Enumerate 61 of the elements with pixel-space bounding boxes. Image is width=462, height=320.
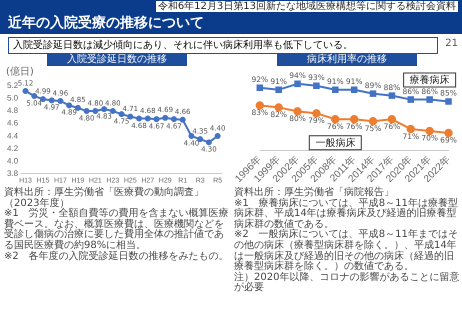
y-tick-label: 5.0 — [6, 94, 19, 103]
point — [180, 116, 186, 123]
y-tick-label: 4.6 — [6, 118, 19, 128]
point — [101, 106, 108, 112]
point — [48, 97, 55, 104]
point — [426, 96, 433, 103]
point — [350, 115, 358, 124]
text: 近年の入院受療の推移について — [8, 14, 204, 32]
point — [388, 115, 396, 124]
point — [110, 108, 116, 114]
chart-title: 病床利用率の推移 — [277, 54, 417, 66]
text: 注）2020年以降、コロナの影響があることに留意が必要 — [234, 272, 460, 294]
point — [368, 116, 378, 126]
y-tick-label: 4.2 — [6, 144, 19, 153]
point — [31, 93, 38, 100]
point — [92, 108, 98, 114]
text: ※1 療養病床については、平成8～11年は療養型病床群、平成14年は療養病床及び経過的旧療養型病床群の数値である。 — [234, 198, 459, 230]
y-tick-label: 5.2 — [6, 81, 19, 90]
point — [408, 96, 414, 103]
point — [136, 116, 142, 122]
point — [206, 139, 212, 146]
point — [188, 133, 194, 140]
point — [445, 98, 452, 105]
point — [332, 86, 339, 93]
text: ※2 各年度の入院受診延日数の推移をみたもの。 — [4, 250, 230, 262]
point — [170, 116, 177, 122]
point — [162, 114, 168, 121]
point — [66, 102, 72, 108]
series-label: 療養病床 — [410, 74, 450, 86]
point — [370, 90, 376, 97]
text: 入院受診延日数は減少傾向にあり、それに伴い病床利用率も低下している。 — [8, 37, 438, 54]
point — [57, 98, 64, 104]
y-tick-label: 3.8 — [6, 168, 19, 178]
point — [331, 115, 340, 124]
point — [294, 80, 301, 88]
point — [256, 84, 264, 92]
point — [313, 82, 320, 90]
point — [144, 116, 151, 122]
series-label: 一般病床 — [315, 136, 356, 149]
text: 資料出所：厚生労働省「医療費の動向調査」（2023年度） — [4, 187, 204, 209]
point — [350, 86, 358, 93]
point — [275, 86, 282, 93]
point — [214, 133, 221, 140]
text: 令和6年12月3日第13回新たな地域医療構想等に関する検討会資料 — [156, 1, 458, 12]
y-tick-label: 4.0 — [6, 156, 19, 166]
point — [118, 111, 125, 118]
point — [74, 104, 81, 111]
y-axis-title: (億日) — [6, 66, 34, 78]
point — [406, 124, 415, 134]
point — [388, 92, 396, 99]
y-tick-label: 4.4 — [6, 131, 19, 140]
text: 資料出所：厚生労働省「病院報告」 — [234, 187, 395, 198]
chart-title: 入院受診延日数の推移 — [47, 54, 187, 66]
point — [84, 108, 90, 114]
text: ※1 労災・全額自費等の費用を含まない概算医療費ベース。なお、概算医療費は、医療機関などを受診し傷病の治療に要した費用全体の推計値である国民医療費の約98%に相当。 — [4, 208, 230, 251]
point — [22, 88, 28, 94]
y-tick-label: 4.8 — [6, 106, 19, 116]
text: 21 — [445, 38, 458, 49]
text: ※2 一般病床については、平成8～11年まではその他の病床（療養型病床群を除く。）、平成14年は一般病床及び経過的旧その他の病床（経過的旧療養型病床群を除く。）の数値である。 — [234, 229, 458, 272]
point — [153, 116, 160, 122]
point — [127, 114, 134, 120]
